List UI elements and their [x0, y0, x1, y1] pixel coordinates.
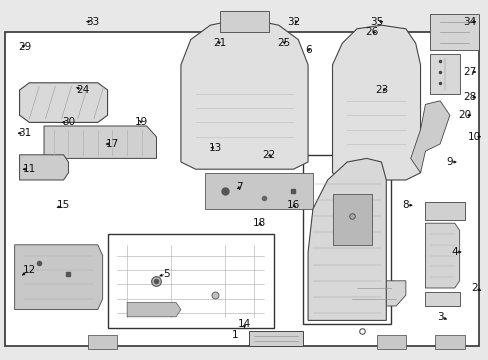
Text: 5: 5 [163, 269, 169, 279]
Text: 3: 3 [436, 312, 443, 322]
Text: 4: 4 [450, 247, 457, 257]
Text: 12: 12 [22, 265, 36, 275]
Polygon shape [425, 202, 464, 220]
Polygon shape [307, 158, 386, 320]
Text: 27: 27 [462, 67, 475, 77]
Polygon shape [429, 14, 478, 50]
Text: 30: 30 [62, 117, 75, 127]
Text: 33: 33 [86, 17, 100, 27]
Polygon shape [220, 11, 268, 32]
Text: 31: 31 [18, 128, 31, 138]
Text: 21: 21 [213, 38, 226, 48]
Polygon shape [425, 292, 459, 306]
Polygon shape [376, 335, 405, 349]
Polygon shape [434, 335, 464, 349]
Polygon shape [20, 155, 68, 180]
Text: 7: 7 [236, 182, 243, 192]
Text: 35: 35 [369, 17, 383, 27]
Polygon shape [332, 25, 420, 180]
Text: 11: 11 [22, 164, 36, 174]
Text: 14: 14 [237, 319, 251, 329]
Polygon shape [20, 83, 107, 122]
Polygon shape [181, 18, 307, 169]
Text: 28: 28 [462, 92, 475, 102]
Text: 19: 19 [135, 117, 148, 127]
Text: 6: 6 [304, 45, 311, 55]
Polygon shape [410, 101, 449, 173]
Polygon shape [337, 281, 405, 306]
Text: 25: 25 [276, 38, 290, 48]
Polygon shape [88, 335, 117, 349]
Bar [5, 32, 478, 346]
Text: 1: 1 [231, 330, 238, 340]
Polygon shape [332, 194, 371, 245]
Text: 23: 23 [374, 85, 387, 95]
Text: 24: 24 [76, 85, 90, 95]
Text: 15: 15 [57, 200, 70, 210]
Bar [107, 234, 273, 328]
Text: 2: 2 [470, 283, 477, 293]
Polygon shape [429, 54, 459, 94]
Bar [303, 155, 390, 324]
Polygon shape [425, 223, 459, 288]
Text: 8: 8 [402, 200, 408, 210]
Text: 26: 26 [364, 27, 378, 37]
Text: 13: 13 [208, 143, 222, 153]
Text: 10: 10 [467, 132, 480, 142]
Polygon shape [249, 331, 303, 346]
Polygon shape [205, 173, 312, 209]
Text: 20: 20 [457, 110, 470, 120]
Text: 9: 9 [446, 157, 452, 167]
Text: 17: 17 [105, 139, 119, 149]
Text: 16: 16 [286, 200, 300, 210]
Polygon shape [44, 126, 156, 158]
Text: 18: 18 [252, 218, 265, 228]
Text: 29: 29 [18, 42, 31, 52]
Text: 22: 22 [262, 150, 275, 160]
Polygon shape [127, 302, 181, 317]
Text: 32: 32 [286, 17, 300, 27]
Polygon shape [15, 245, 102, 310]
Text: 34: 34 [462, 17, 475, 27]
